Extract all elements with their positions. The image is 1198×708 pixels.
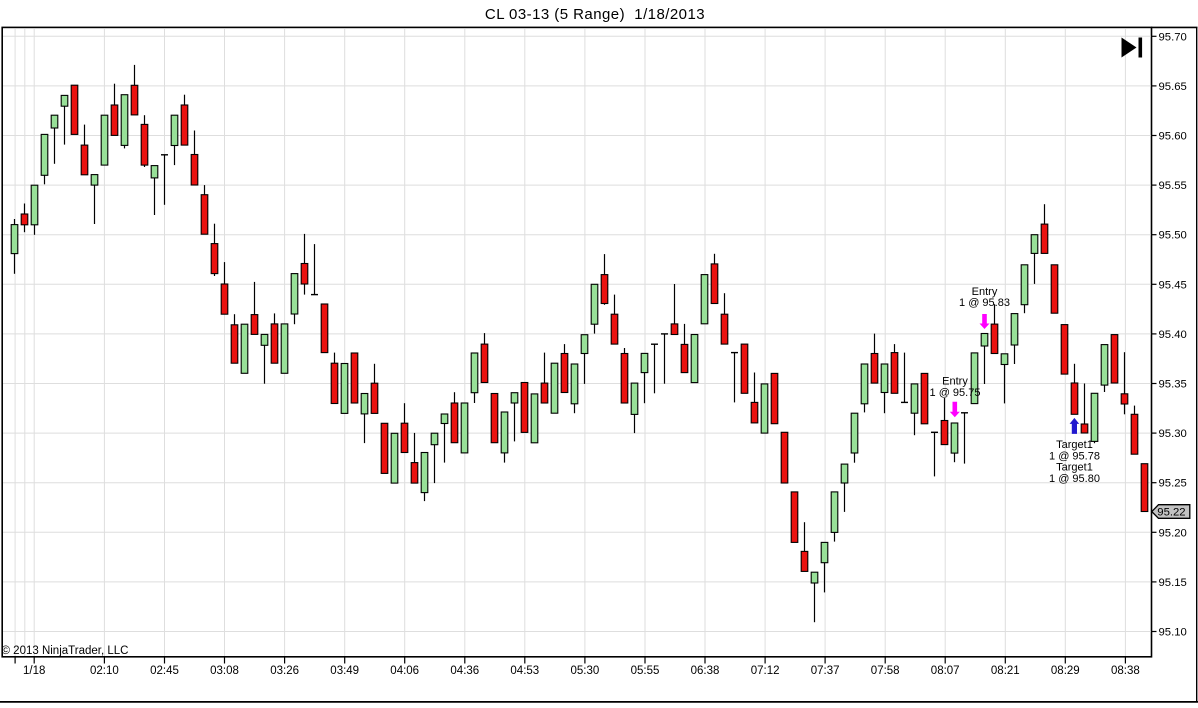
svg-text:Entry: Entry bbox=[942, 376, 968, 388]
svg-text:07:58: 07:58 bbox=[871, 665, 900, 677]
svg-text:08:07: 08:07 bbox=[931, 665, 960, 677]
svg-text:Entry: Entry bbox=[972, 286, 998, 298]
svg-text:08:38: 08:38 bbox=[1111, 665, 1140, 677]
svg-text:1 @ 95.78: 1 @ 95.78 bbox=[1049, 450, 1100, 462]
svg-text:05:55: 05:55 bbox=[631, 665, 660, 677]
svg-text:95.45: 95.45 bbox=[1159, 279, 1187, 291]
svg-text:95.20: 95.20 bbox=[1159, 527, 1187, 539]
svg-text:03:49: 03:49 bbox=[330, 665, 359, 677]
svg-text:© 2013 NinjaTrader, LLC: © 2013 NinjaTrader, LLC bbox=[2, 645, 129, 657]
svg-text:1 @ 95.83: 1 @ 95.83 bbox=[959, 297, 1010, 309]
svg-text:95.50: 95.50 bbox=[1159, 230, 1187, 242]
svg-text:95.22: 95.22 bbox=[1157, 507, 1185, 519]
svg-text:07:12: 07:12 bbox=[751, 665, 780, 677]
svg-text:95.60: 95.60 bbox=[1159, 131, 1187, 143]
svg-text:1 @ 95.80: 1 @ 95.80 bbox=[1049, 473, 1100, 485]
svg-text:95.35: 95.35 bbox=[1159, 379, 1187, 391]
svg-text:03:26: 03:26 bbox=[270, 665, 299, 677]
svg-text:06:38: 06:38 bbox=[691, 665, 720, 677]
svg-text:05:30: 05:30 bbox=[571, 665, 600, 677]
svg-text:95.65: 95.65 bbox=[1159, 81, 1187, 93]
svg-text:1 @ 95.75: 1 @ 95.75 bbox=[930, 387, 981, 399]
svg-text:95.15: 95.15 bbox=[1159, 577, 1187, 589]
svg-text:02:10: 02:10 bbox=[90, 665, 119, 677]
svg-text:03:08: 03:08 bbox=[210, 665, 239, 677]
svg-text:95.70: 95.70 bbox=[1159, 31, 1187, 43]
svg-text:08:21: 08:21 bbox=[991, 665, 1020, 677]
svg-text:95.30: 95.30 bbox=[1159, 428, 1187, 440]
svg-text:Target1: Target1 bbox=[1056, 462, 1093, 474]
svg-text:04:53: 04:53 bbox=[510, 665, 539, 677]
svg-text:95.40: 95.40 bbox=[1159, 329, 1187, 341]
svg-text:08:29: 08:29 bbox=[1051, 665, 1080, 677]
svg-text:95.10: 95.10 bbox=[1159, 627, 1187, 639]
svg-text:Target1: Target1 bbox=[1056, 439, 1093, 451]
svg-text:07:37: 07:37 bbox=[811, 665, 840, 677]
svg-text:CL 03-13 (5 Range) 1/18/2013: CL 03-13 (5 Range) 1/18/2013 bbox=[485, 6, 705, 23]
svg-text:1/18: 1/18 bbox=[23, 665, 45, 677]
svg-text:04:06: 04:06 bbox=[390, 665, 419, 677]
svg-text:04:36: 04:36 bbox=[450, 665, 479, 677]
svg-text:95.55: 95.55 bbox=[1159, 180, 1187, 192]
svg-text:02:45: 02:45 bbox=[150, 665, 179, 677]
svg-text:95.25: 95.25 bbox=[1159, 478, 1187, 490]
